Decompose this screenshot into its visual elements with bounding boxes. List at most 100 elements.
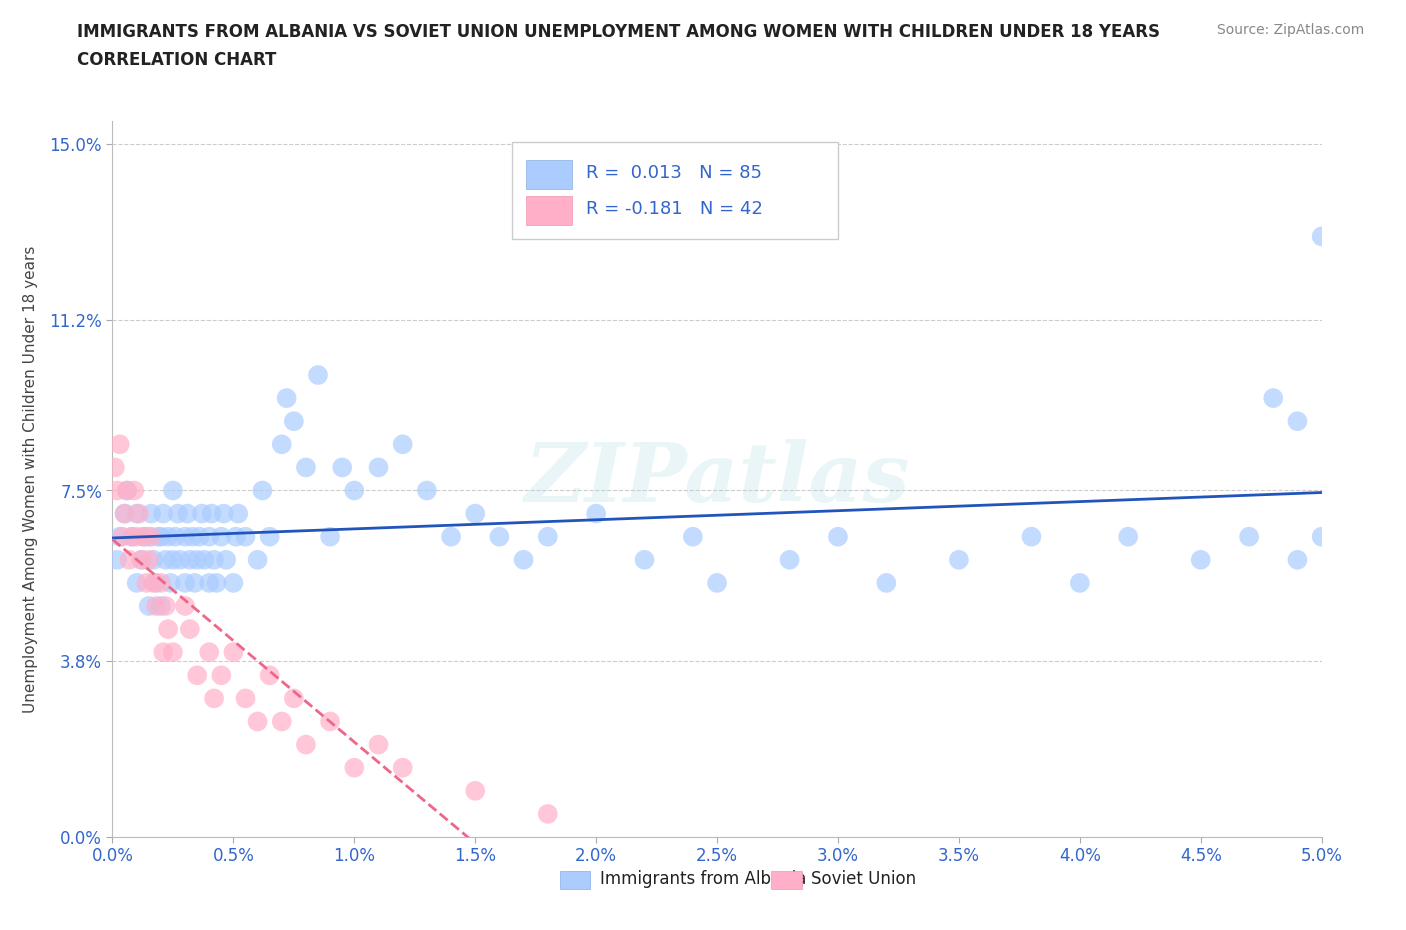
Point bbox=[179, 552, 201, 567]
Point bbox=[585, 506, 607, 521]
Point bbox=[246, 552, 269, 567]
Point bbox=[295, 737, 318, 752]
Point bbox=[105, 552, 128, 567]
Text: R =  0.013   N = 85: R = 0.013 N = 85 bbox=[586, 165, 762, 182]
Point bbox=[215, 552, 238, 567]
Point bbox=[222, 576, 245, 591]
Point bbox=[343, 483, 366, 498]
Point bbox=[132, 529, 155, 544]
Point bbox=[122, 483, 145, 498]
Text: Immigrants from Albania: Immigrants from Albania bbox=[600, 870, 806, 887]
Point bbox=[205, 576, 228, 591]
Point bbox=[276, 391, 298, 405]
Point bbox=[209, 668, 232, 683]
Text: Soviet Union: Soviet Union bbox=[811, 870, 917, 887]
Point bbox=[162, 644, 184, 659]
Point bbox=[125, 529, 148, 544]
Point bbox=[132, 529, 155, 544]
Point bbox=[319, 529, 342, 544]
Point bbox=[295, 460, 318, 475]
Point bbox=[115, 483, 138, 498]
Point bbox=[157, 529, 180, 544]
Point bbox=[141, 529, 163, 544]
Point bbox=[108, 529, 131, 544]
Point bbox=[367, 460, 389, 475]
Point bbox=[537, 806, 560, 821]
Point bbox=[1286, 414, 1309, 429]
Point bbox=[138, 599, 160, 614]
Point bbox=[131, 552, 153, 567]
Point bbox=[186, 668, 208, 683]
Point bbox=[464, 506, 486, 521]
Point bbox=[118, 552, 141, 567]
Point bbox=[270, 437, 292, 452]
Point bbox=[226, 506, 249, 521]
Point bbox=[1069, 576, 1091, 591]
Point bbox=[131, 552, 153, 567]
Point bbox=[201, 506, 224, 521]
Point bbox=[166, 506, 188, 521]
Point bbox=[145, 576, 167, 591]
Point bbox=[111, 529, 134, 544]
Point bbox=[1286, 552, 1309, 567]
Point bbox=[537, 529, 560, 544]
Point bbox=[114, 506, 136, 521]
Point bbox=[330, 460, 353, 475]
Point bbox=[319, 714, 342, 729]
Point bbox=[181, 529, 204, 544]
Text: IMMIGRANTS FROM ALBANIA VS SOVIET UNION UNEMPLOYMENT AMONG WOMEN WITH CHILDREN U: IMMIGRANTS FROM ALBANIA VS SOVIET UNION … bbox=[77, 23, 1160, 41]
Point bbox=[1263, 391, 1285, 405]
Text: CORRELATION CHART: CORRELATION CHART bbox=[77, 51, 277, 69]
Point bbox=[125, 506, 148, 521]
Point bbox=[682, 529, 704, 544]
Point bbox=[162, 483, 184, 498]
Point bbox=[270, 714, 292, 729]
Point bbox=[176, 506, 198, 521]
Point bbox=[152, 644, 174, 659]
Point bbox=[105, 483, 128, 498]
Point bbox=[391, 760, 413, 775]
Text: Source: ZipAtlas.com: Source: ZipAtlas.com bbox=[1216, 23, 1364, 37]
Point bbox=[246, 714, 269, 729]
Point bbox=[162, 552, 184, 567]
Point bbox=[283, 414, 305, 429]
Point bbox=[706, 576, 728, 591]
Point bbox=[235, 529, 257, 544]
Point bbox=[464, 783, 486, 798]
Y-axis label: Unemployment Among Women with Children Under 18 years: Unemployment Among Women with Children U… bbox=[24, 246, 38, 712]
Point bbox=[1021, 529, 1043, 544]
Point bbox=[108, 437, 131, 452]
Point bbox=[779, 552, 801, 567]
Point bbox=[307, 367, 329, 382]
Point bbox=[212, 506, 235, 521]
Point bbox=[125, 576, 148, 591]
Point bbox=[179, 621, 201, 636]
FancyBboxPatch shape bbox=[526, 160, 572, 189]
Point bbox=[259, 529, 281, 544]
Point bbox=[209, 529, 232, 544]
Point bbox=[148, 529, 170, 544]
Point bbox=[186, 552, 208, 567]
Point bbox=[391, 437, 413, 452]
Point bbox=[128, 506, 150, 521]
Point bbox=[121, 529, 143, 544]
Point bbox=[149, 529, 172, 544]
Text: R = -0.181   N = 42: R = -0.181 N = 42 bbox=[586, 200, 763, 218]
Point bbox=[512, 552, 534, 567]
Point bbox=[174, 529, 197, 544]
Point bbox=[193, 552, 215, 567]
Point bbox=[121, 529, 143, 544]
Point bbox=[135, 576, 157, 591]
Point bbox=[827, 529, 849, 544]
Point bbox=[202, 552, 225, 567]
FancyBboxPatch shape bbox=[512, 142, 838, 239]
Point bbox=[343, 760, 366, 775]
Point bbox=[198, 529, 221, 544]
Point bbox=[416, 483, 439, 498]
Point bbox=[114, 506, 136, 521]
Point bbox=[191, 506, 214, 521]
Point bbox=[174, 599, 197, 614]
Point bbox=[1310, 229, 1333, 244]
Point bbox=[142, 576, 165, 591]
Point bbox=[104, 460, 127, 475]
